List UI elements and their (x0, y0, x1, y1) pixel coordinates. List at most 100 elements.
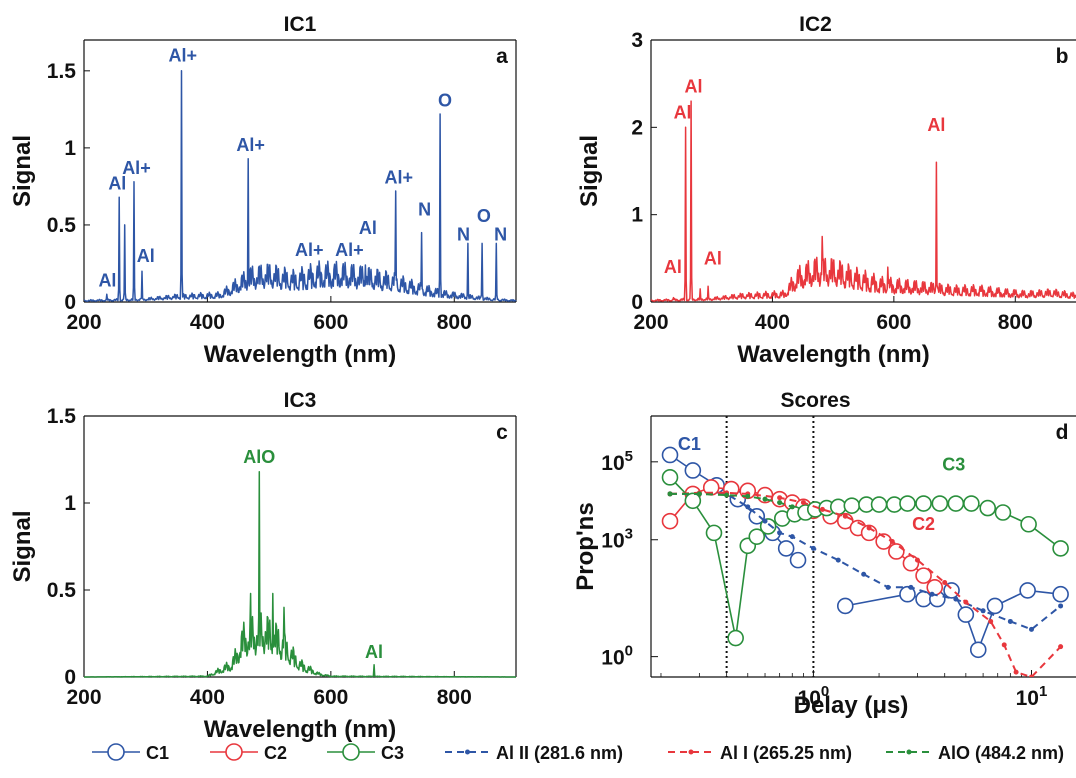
series-point (915, 495, 932, 512)
peak-label: N (418, 200, 431, 220)
series-point (889, 539, 895, 545)
series-point (1028, 674, 1034, 677)
x-tick-label: 600 (313, 686, 348, 709)
series-point (789, 534, 795, 540)
series-point (915, 590, 932, 608)
peak-label: O (477, 206, 491, 226)
series-line (669, 491, 1062, 677)
series-point (870, 496, 888, 513)
series-point (926, 579, 944, 596)
x-tick-label: 800 (998, 311, 1033, 334)
spectrum-line (83, 470, 517, 678)
y-tick-label: 0.5 (47, 579, 77, 602)
series-point (986, 597, 1004, 615)
peak-label: Al (664, 257, 682, 277)
x-axis-label: Wavelength (nm) (204, 341, 396, 368)
y-tick-label: 1 (64, 492, 76, 515)
y-tick-label: 100 (601, 643, 633, 670)
series-point (1052, 540, 1069, 557)
series-point (902, 554, 920, 572)
series-point (748, 507, 766, 525)
series-point (969, 641, 987, 659)
peak-label: N (457, 224, 470, 244)
panel-label: b (1056, 45, 1069, 68)
series-point (835, 557, 841, 563)
series-point (899, 495, 916, 512)
x-tick-label: 200 (66, 686, 101, 709)
x-axis-label: Wavelength (nm) (204, 716, 396, 743)
x-tick-label: 200 (633, 311, 668, 334)
peak-label: Al (365, 642, 383, 662)
y-tick-label: 0 (64, 666, 76, 689)
series-point (777, 500, 783, 506)
series-point (963, 495, 980, 512)
series-point (914, 557, 920, 563)
series-point (762, 496, 768, 502)
y-tick-label: 0.5 (47, 214, 77, 237)
x-tick-label: 800 (437, 311, 472, 334)
series-point (800, 500, 806, 506)
legend-marker (688, 749, 694, 755)
x-tick-label: 600 (876, 311, 911, 334)
series-point (661, 469, 679, 486)
peak-label: Al (704, 248, 722, 268)
series-point (843, 497, 861, 514)
spectrum-line (650, 100, 1076, 302)
series-point (789, 504, 795, 510)
peak-label: O (438, 90, 452, 110)
series-point (836, 597, 854, 615)
legend-label: C3 (381, 743, 404, 763)
series-point (819, 506, 825, 512)
y-tick-label: 0 (64, 291, 76, 314)
peak-label: N (494, 224, 507, 244)
legend-marker (225, 743, 243, 761)
peak-label: Al (108, 173, 126, 193)
panel-c-ic3: IC3 c Wavelength (nm) Signal 200 400 600 800 0 0.… (9, 389, 517, 743)
panel-a-ic1: IC1 a Wavelength (nm) Signal 200 400 600 800 0 0.… (9, 13, 517, 368)
series-point (929, 591, 935, 597)
series-point (661, 512, 679, 530)
series-point (899, 585, 916, 603)
series-point (1058, 644, 1064, 650)
series-point (979, 499, 997, 517)
series-annotation: C3 (942, 454, 965, 474)
legend-label: Al I (265.25 nm) (720, 743, 852, 763)
x-tick-label: 400 (190, 311, 225, 334)
legend: C1 C2 C3 Al II (281.6 nm) Al I (265.25 nm) Al… (92, 743, 1064, 763)
peak-label: Al+ (384, 167, 413, 187)
series-point (1028, 626, 1034, 632)
y-tick-label: 3 (631, 29, 643, 52)
series-point (777, 495, 783, 501)
series-point (942, 579, 948, 585)
legend-marker (342, 743, 360, 761)
panel-title: Scores (780, 389, 850, 412)
series-point (684, 492, 702, 510)
legend-label: Al II (281.6 nm) (496, 743, 623, 763)
series-point (724, 492, 730, 498)
y-tick-label: 1 (64, 137, 76, 160)
series-point (1058, 603, 1064, 609)
series-point (705, 524, 723, 542)
series-point (748, 528, 766, 545)
spectrum-line (83, 70, 517, 302)
y-tick-label: 2 (631, 116, 643, 139)
series-point (745, 493, 751, 499)
peak-label: Al (137, 246, 155, 266)
x-tick-label: 800 (437, 686, 472, 709)
peak-label: Al+ (168, 46, 197, 66)
series-point (953, 596, 959, 602)
panel-label: d (1056, 421, 1069, 444)
series-point (947, 495, 965, 512)
panel-title: IC1 (284, 13, 317, 36)
series-point (777, 530, 783, 536)
panel-label: a (496, 45, 508, 68)
y-tick-label: 1 (631, 204, 643, 227)
peak-label: Al+ (236, 135, 265, 155)
legend-label: AlO (484.2 nm) (938, 743, 1064, 763)
y-tick-label: 1.5 (47, 405, 77, 428)
y-axis-label: Prop'ns (572, 502, 599, 590)
legend-label: C2 (264, 743, 287, 763)
series-point (908, 584, 914, 590)
series-point (1013, 669, 1019, 675)
